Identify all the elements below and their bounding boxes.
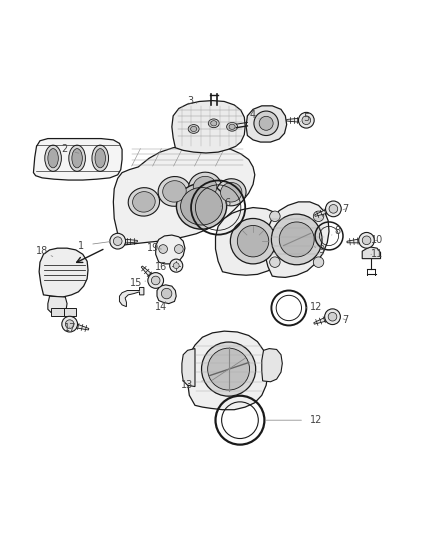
Circle shape (148, 272, 163, 288)
Text: 13: 13 (181, 380, 202, 390)
Polygon shape (314, 206, 334, 216)
Circle shape (302, 116, 311, 125)
Text: 12: 12 (305, 302, 322, 312)
Ellipse shape (193, 176, 217, 198)
Circle shape (65, 320, 74, 328)
Circle shape (298, 112, 314, 128)
Circle shape (325, 309, 340, 325)
Ellipse shape (229, 124, 235, 130)
Text: 6: 6 (221, 198, 231, 208)
Circle shape (173, 263, 179, 269)
Polygon shape (265, 202, 329, 277)
Circle shape (113, 237, 122, 246)
Ellipse shape (69, 145, 85, 171)
Circle shape (254, 111, 279, 135)
Text: 12: 12 (266, 415, 322, 425)
Text: 19: 19 (147, 243, 161, 253)
Ellipse shape (226, 123, 237, 131)
Circle shape (259, 116, 273, 130)
Ellipse shape (208, 119, 219, 128)
Ellipse shape (133, 192, 155, 212)
Text: 14: 14 (155, 302, 167, 312)
Circle shape (62, 316, 78, 332)
Circle shape (152, 276, 160, 285)
Ellipse shape (211, 120, 217, 126)
Text: 10: 10 (371, 235, 383, 245)
Polygon shape (182, 349, 195, 386)
Ellipse shape (189, 172, 221, 202)
Circle shape (325, 201, 341, 217)
Polygon shape (157, 285, 176, 304)
Ellipse shape (128, 188, 159, 216)
Ellipse shape (95, 149, 106, 168)
Polygon shape (33, 139, 122, 180)
Circle shape (313, 211, 324, 222)
Ellipse shape (158, 176, 191, 206)
Polygon shape (120, 287, 144, 306)
Circle shape (170, 259, 183, 272)
FancyBboxPatch shape (51, 308, 64, 316)
Polygon shape (39, 248, 88, 297)
Polygon shape (314, 314, 333, 324)
Ellipse shape (216, 179, 246, 206)
Polygon shape (141, 266, 158, 282)
Ellipse shape (177, 183, 226, 229)
Ellipse shape (221, 182, 242, 202)
Polygon shape (172, 101, 245, 153)
Circle shape (272, 214, 322, 265)
Text: 9: 9 (314, 245, 325, 255)
Polygon shape (246, 106, 287, 142)
Text: 8: 8 (332, 225, 341, 236)
Circle shape (237, 225, 269, 257)
Text: 15: 15 (130, 278, 145, 288)
Text: 7: 7 (343, 315, 349, 325)
Circle shape (359, 232, 374, 248)
Ellipse shape (188, 125, 199, 133)
Ellipse shape (191, 126, 197, 132)
Circle shape (279, 222, 314, 257)
Circle shape (208, 348, 250, 390)
Polygon shape (48, 296, 67, 313)
Circle shape (174, 245, 183, 253)
Ellipse shape (180, 188, 223, 225)
Polygon shape (113, 145, 255, 246)
Circle shape (159, 245, 167, 253)
Circle shape (110, 233, 126, 249)
Circle shape (328, 312, 337, 321)
Text: 1: 1 (78, 240, 110, 251)
Ellipse shape (92, 145, 109, 171)
Ellipse shape (48, 149, 58, 168)
Polygon shape (347, 238, 367, 243)
Ellipse shape (72, 149, 82, 168)
Circle shape (270, 211, 280, 222)
Circle shape (270, 257, 280, 268)
Circle shape (201, 342, 256, 396)
Circle shape (161, 288, 172, 299)
Circle shape (313, 257, 324, 268)
Text: 16: 16 (155, 262, 170, 272)
Text: 2: 2 (61, 144, 79, 155)
Circle shape (329, 205, 338, 213)
Polygon shape (262, 349, 283, 382)
Text: 18: 18 (36, 246, 53, 256)
Text: 5: 5 (300, 113, 310, 123)
Text: 3: 3 (187, 96, 197, 107)
Polygon shape (362, 247, 381, 259)
Ellipse shape (45, 145, 61, 171)
Polygon shape (155, 235, 185, 264)
Text: 11: 11 (371, 249, 383, 259)
Circle shape (230, 219, 276, 264)
Text: 7: 7 (343, 204, 349, 214)
Ellipse shape (162, 181, 186, 202)
Polygon shape (287, 118, 306, 123)
Text: 4: 4 (250, 110, 259, 119)
Polygon shape (118, 239, 138, 244)
Polygon shape (69, 321, 89, 330)
Circle shape (362, 236, 371, 245)
Polygon shape (215, 207, 290, 275)
FancyBboxPatch shape (64, 308, 76, 316)
Polygon shape (187, 331, 268, 410)
Text: 17: 17 (64, 324, 76, 334)
